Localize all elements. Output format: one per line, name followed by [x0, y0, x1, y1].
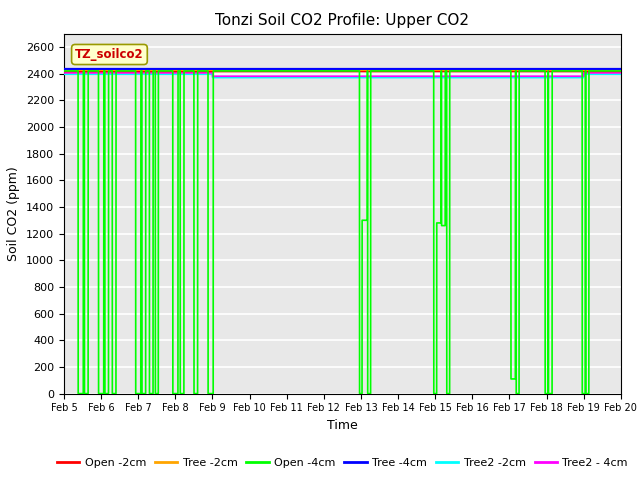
Title: Tonzi Soil CO2 Profile: Upper CO2: Tonzi Soil CO2 Profile: Upper CO2	[216, 13, 469, 28]
Y-axis label: Soil CO2 (ppm): Soil CO2 (ppm)	[8, 166, 20, 261]
Legend: Open -2cm, Tree -2cm, Open -4cm, Tree -4cm, Tree2 -2cm, Tree2 - 4cm: Open -2cm, Tree -2cm, Open -4cm, Tree -4…	[52, 453, 632, 472]
X-axis label: Time: Time	[327, 419, 358, 432]
Text: TZ_soilco2: TZ_soilco2	[75, 48, 144, 61]
